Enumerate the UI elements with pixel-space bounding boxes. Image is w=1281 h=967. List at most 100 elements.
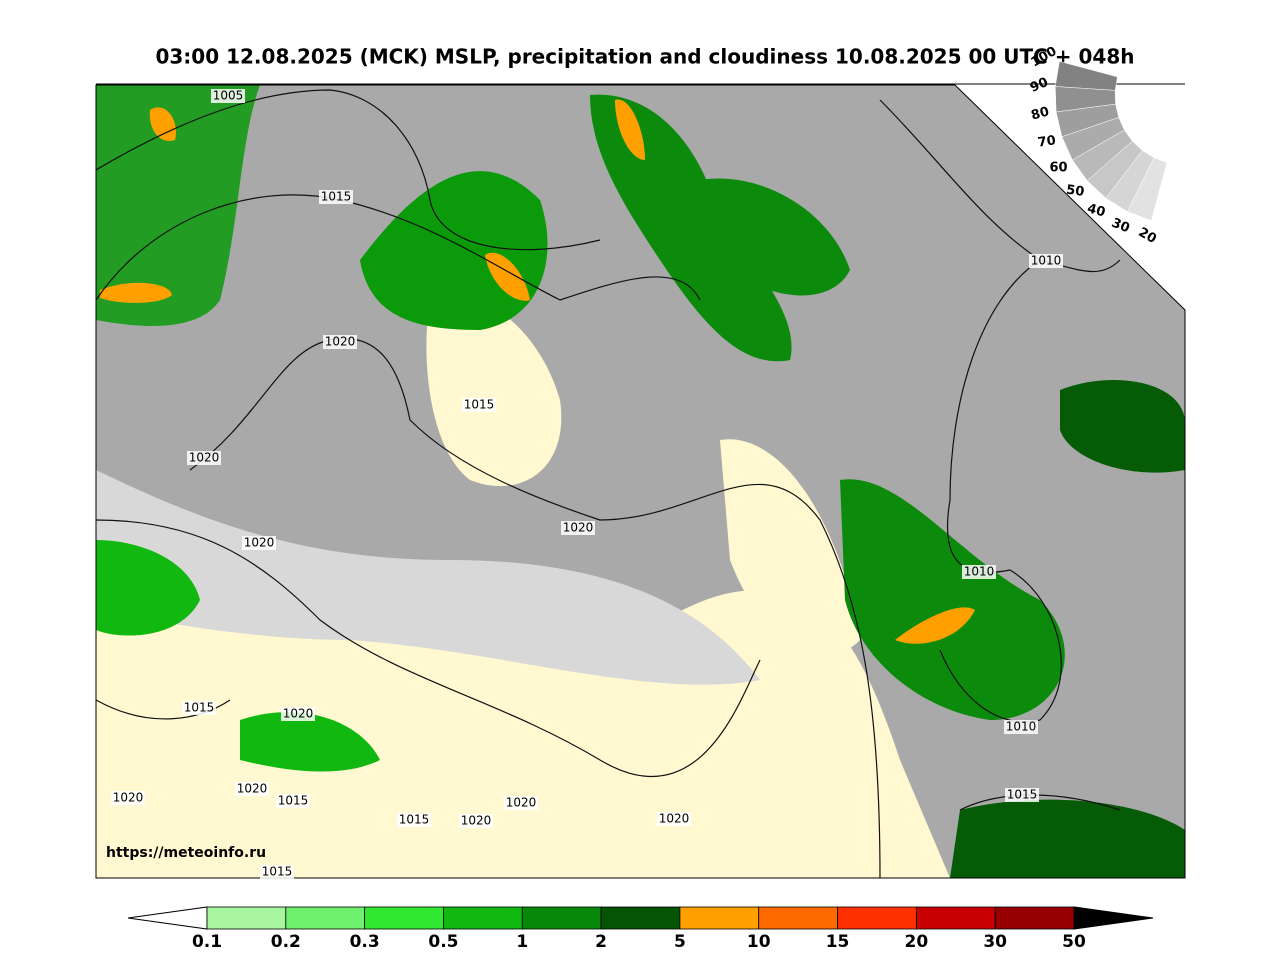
heavy-precip [149, 107, 176, 141]
precip-area [96, 540, 200, 636]
isobar-label: 1015 [262, 865, 293, 879]
colorbar-step [758, 906, 838, 930]
colorbar-label: 2 [595, 932, 607, 952]
heavy-precip [100, 282, 172, 303]
colorbar-label: 50 [1062, 932, 1086, 952]
isobar-label-bg [397, 813, 431, 827]
isobar-label-bg [281, 707, 315, 721]
colorbar-label: 15 [826, 932, 850, 952]
precip-area [1060, 380, 1185, 473]
colorbar-step [994, 906, 1075, 930]
precip-area [590, 94, 792, 362]
precip-area [840, 479, 1065, 720]
isobar-label: 1020 [461, 814, 492, 828]
heavy-precip [615, 99, 645, 160]
isobar-label-bg [260, 865, 294, 879]
colorbar-label: 10 [747, 932, 771, 952]
isobar-label: 1020 [237, 782, 268, 796]
colorbar-step [600, 906, 681, 930]
isobar-label: 1020 [283, 707, 314, 721]
isobar-label-bg [182, 701, 216, 715]
isobar-label-bg [319, 190, 353, 204]
clear-area [426, 295, 562, 487]
map-frame [95, 84, 1186, 879]
colorbar-label: 30 [983, 932, 1007, 952]
colorbar-step [443, 906, 523, 930]
isobar-label: 1020 [113, 791, 144, 805]
title: 03:00 12.08.2025 (MCK) MSLP, precipitati… [155, 45, 1134, 69]
isobar-label: 1015 [278, 794, 309, 808]
isobar-label-bg [323, 335, 357, 349]
source-link: https://meteoinfo.ru [106, 845, 266, 861]
colorbar-label: 0.2 [271, 932, 301, 952]
isobar-label-bg [111, 791, 145, 805]
isobar-label: 1010 [964, 565, 995, 579]
precip-area [96, 85, 260, 326]
isobar-label: 1020 [189, 451, 220, 465]
precip-area [240, 712, 380, 772]
isobar-label-bg [459, 814, 493, 828]
isobar-label-bg [235, 782, 269, 796]
colorbar-label: 0.3 [350, 932, 380, 952]
isobar-label-bg [1005, 788, 1039, 802]
isobar-label-bg [242, 536, 276, 550]
clear-area [720, 439, 860, 656]
cloud-scale-label: 70 [1037, 133, 1057, 150]
cloud-scale-label: 60 [1050, 161, 1068, 176]
colorbar-label: 1 [516, 932, 528, 952]
isobar-label: 1020 [325, 335, 356, 349]
isobar-label-bg [504, 796, 538, 810]
isobar-label: 1020 [244, 536, 275, 550]
cloud-scale-label: 90 [1028, 75, 1050, 96]
colorbar-step [206, 906, 287, 930]
cloud-scale-label: 30 [1109, 216, 1131, 237]
isobar-label: 1015 [464, 398, 495, 412]
isobar-label: 1020 [506, 796, 537, 810]
isobar-label: 1015 [1007, 788, 1038, 802]
isobar-label-bg [1029, 254, 1063, 268]
heavy-precip [895, 607, 975, 644]
isobar-label-bg [211, 89, 245, 103]
colorbar-step [521, 906, 602, 930]
colorbar-step [915, 906, 996, 930]
isobar-label: 1005 [213, 89, 244, 103]
precip-area [360, 171, 548, 330]
isobar-label: 1015 [184, 701, 215, 715]
colorbar-label: 0.5 [428, 932, 458, 952]
isobar-label: 1020 [659, 812, 690, 826]
isobar-label: 1020 [563, 521, 594, 535]
isobar-label-bg [561, 521, 595, 535]
map-area [96, 85, 1185, 878]
precip-area [700, 178, 850, 296]
isobar-label-bg [276, 794, 310, 808]
isobar-label: 1010 [1006, 720, 1037, 734]
colorbar-high-end [1073, 906, 1154, 930]
colorbar-low-end [127, 906, 208, 930]
isobar-label-bg [462, 398, 496, 412]
cloud-scale-label: 40 [1085, 201, 1106, 220]
cloud-scale-label: 20 [1136, 225, 1159, 247]
isobar-label-bg [962, 565, 996, 579]
colorbar-step [837, 906, 917, 930]
isobar-label-bg [187, 451, 221, 465]
thin-cloud [96, 470, 760, 685]
isobars [96, 89, 1121, 878]
isobar-label-bg [1004, 720, 1038, 734]
colorbar-step [679, 906, 760, 930]
precip-colorbar: 0.1 0.2 0.3 0.5 1 2 5 10 15 20 30 50 [127, 906, 1154, 952]
cloud-scale-label: 50 [1065, 183, 1085, 200]
colorbar-label: 0.1 [192, 932, 222, 952]
isobar-label-bg [657, 812, 691, 826]
cloud-scale-label: 80 [1030, 104, 1051, 123]
colorbar-label: 20 [905, 932, 929, 952]
colorbar-step [285, 906, 366, 930]
isobar-label: 1010 [1031, 254, 1062, 268]
colorbar-step [364, 906, 444, 930]
precip-area [950, 799, 1185, 878]
isobar-label: 1015 [399, 813, 430, 827]
cloud-scale-step [1127, 157, 1168, 221]
isobar-label: 1015 [321, 190, 352, 204]
